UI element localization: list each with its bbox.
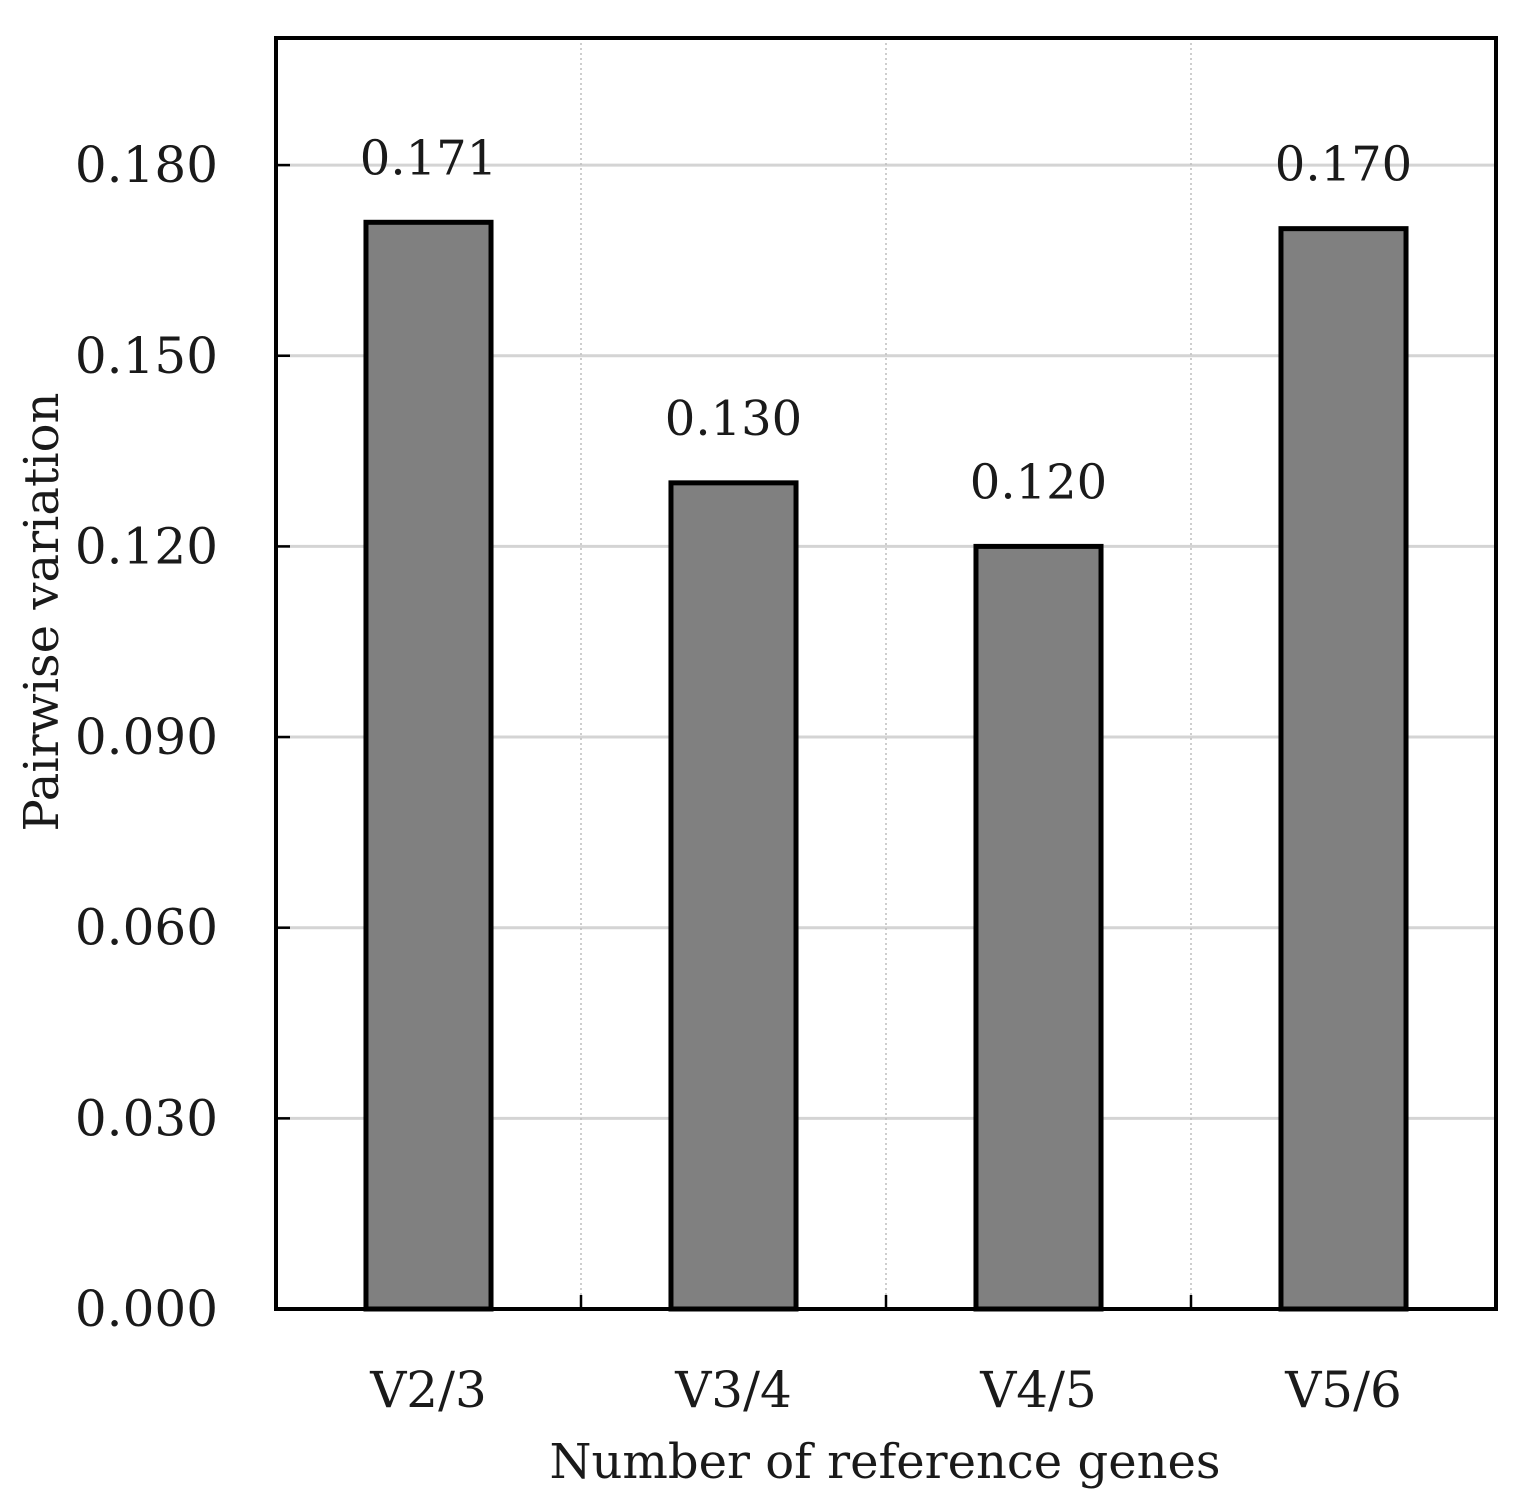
y-tick-label: 0.180 — [75, 136, 218, 194]
bar-value-label: 0.170 — [1275, 137, 1412, 193]
labels-layer: 0.000 0.030 0.060 0.090 0.120 0.150 0.180 0.171… — [75, 130, 1412, 1419]
bars-layer — [363, 219, 1409, 1312]
bar-v5-6 — [1278, 226, 1409, 1312]
x-axis-title: Number of reference genes — [549, 1434, 1220, 1490]
ticks-layer — [276, 163, 1193, 1311]
bar-v3-4 — [668, 480, 799, 1312]
y-tick-label: 0.090 — [75, 708, 218, 766]
y-tick-label: 0.060 — [75, 899, 218, 957]
bar-value-label: 0.120 — [970, 454, 1107, 510]
bar-value-label: 0.130 — [665, 391, 802, 447]
x-category-label: V5/6 — [1284, 1361, 1402, 1419]
y-tick-label: 0.120 — [75, 517, 218, 575]
y-tick-label: 0.000 — [75, 1280, 218, 1338]
y-axis-title: Pairwise variation — [14, 393, 70, 832]
x-category-label: V2/3 — [369, 1361, 487, 1419]
x-category-label: V4/5 — [979, 1361, 1097, 1419]
bar-v2-3 — [363, 219, 494, 1312]
bar-v4-5 — [973, 543, 1104, 1312]
y-tick-label: 0.150 — [75, 327, 218, 385]
x-category-label: V3/4 — [674, 1361, 792, 1419]
bar-value-label: 0.171 — [360, 130, 497, 186]
y-tick-label: 0.030 — [75, 1089, 218, 1147]
